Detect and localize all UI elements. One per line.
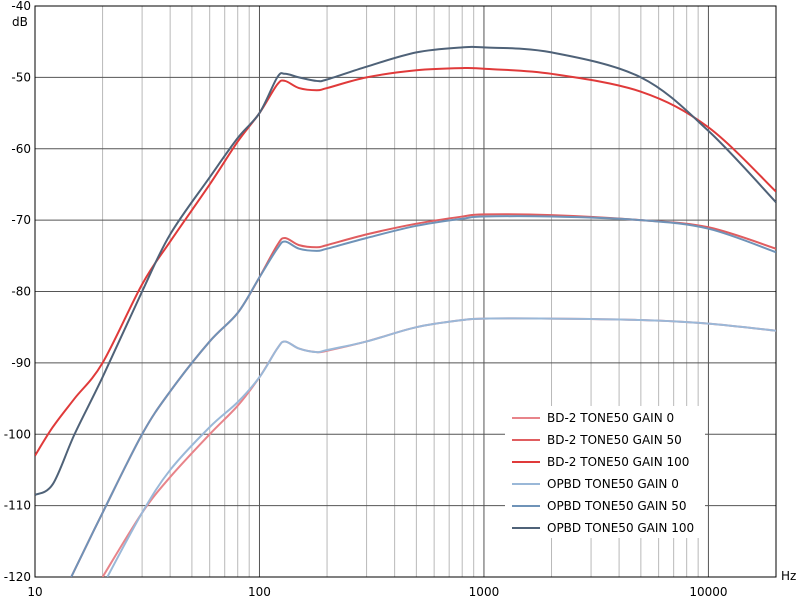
legend-label: BD-2 TONE50 GAIN 0 (547, 411, 674, 425)
x-axis-ticks: 10 100 1000 10000 (27, 585, 727, 599)
y-axis-label: dB (12, 15, 28, 29)
series-lines (35, 45, 776, 577)
y-tick-label: -90 (11, 356, 31, 370)
y-tick-label: -70 (11, 213, 31, 227)
legend-box (505, 406, 705, 538)
series-line-4 (106, 317, 776, 577)
series-line-6 (35, 45, 776, 496)
legend-label: OPBD TONE50 GAIN 0 (547, 477, 679, 491)
legend-label: BD-2 TONE50 GAIN 50 (547, 433, 682, 447)
legend-label: OPBD TONE50 GAIN 100 (547, 521, 694, 535)
y-tick-label: -100 (4, 427, 31, 441)
x-axis-label: Hz (781, 569, 796, 583)
y-tick-label: -60 (11, 142, 31, 156)
y-tick-label: -110 (4, 499, 31, 513)
legend-label: OPBD TONE50 GAIN 50 (547, 499, 687, 513)
legend-label: BD-2 TONE50 GAIN 100 (547, 455, 689, 469)
x-tick-label: 10000 (689, 585, 727, 599)
series-line-3 (35, 66, 776, 457)
y-tick-label: -120 (4, 570, 31, 584)
x-tick-label: 1000 (469, 585, 500, 599)
y-axis-ticks: -40 -50 -60 -70 -80 -90 -100 -110 -120 (4, 0, 31, 584)
y-tick-label: -80 (11, 285, 31, 299)
x-tick-label: 100 (248, 585, 271, 599)
plot-border (34, 5, 777, 578)
y-tick-label: -40 (11, 0, 31, 13)
legend: BD-2 TONE50 GAIN 0 BD-2 TONE50 GAIN 50 BD-… (505, 406, 705, 538)
legend-items: BD-2 TONE50 GAIN 0 BD-2 TONE50 GAIN 50 BD-… (512, 411, 694, 535)
x-tick-label: 10 (27, 585, 42, 599)
series-line-5 (70, 215, 776, 577)
y-tick-label: -50 (11, 70, 31, 84)
